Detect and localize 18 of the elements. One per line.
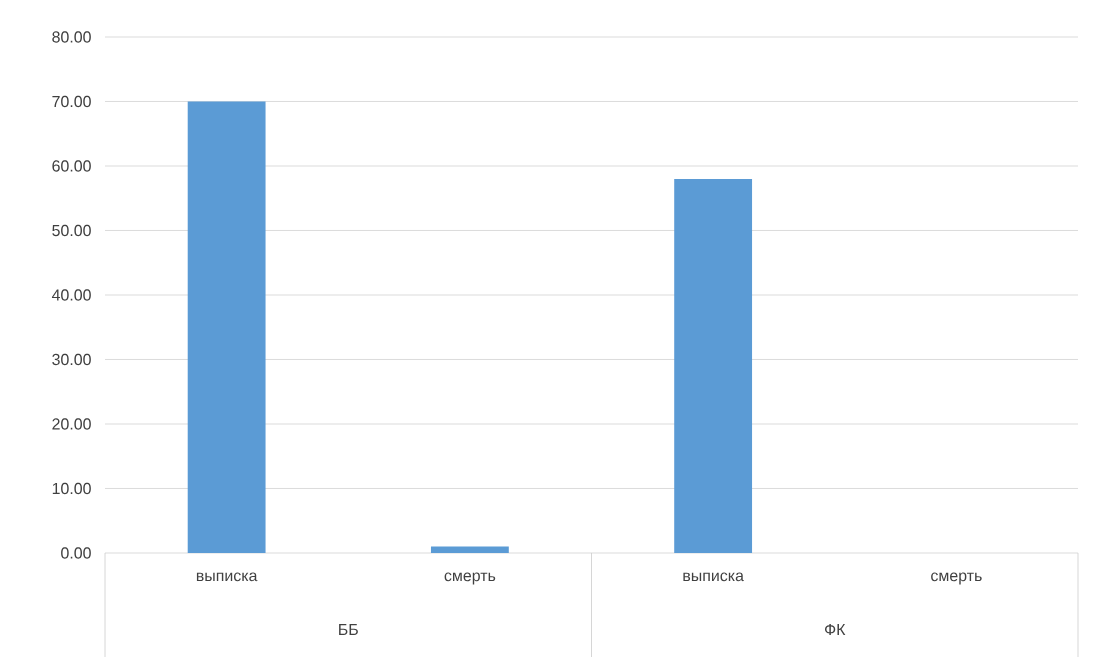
x-tick-label: смерть (931, 572, 982, 585)
bar (187, 101, 266, 553)
y-tick-label: 50.00 (52, 224, 91, 236)
y-tick-label: 40.00 (51, 289, 91, 301)
y-tick-label: 80.00 (52, 31, 91, 43)
bar (674, 178, 753, 553)
y-tick-label: 70.00 (52, 95, 91, 107)
text: ББ (339, 623, 358, 635)
y-tick-label: 20.00 (52, 418, 91, 430)
y-tick-label: 30.00 (52, 353, 91, 365)
y-tick-label: 0.00 (61, 547, 91, 559)
x-tick-label: смерть (444, 572, 496, 585)
x-tick-label: выписка (683, 572, 744, 582)
bar (430, 546, 509, 553)
y-tick-label: 60.00 (52, 160, 91, 172)
y-tick-label: 10.00 (52, 482, 91, 494)
x-tick-label: выписка (196, 572, 258, 582)
text: ФК (824, 623, 846, 635)
